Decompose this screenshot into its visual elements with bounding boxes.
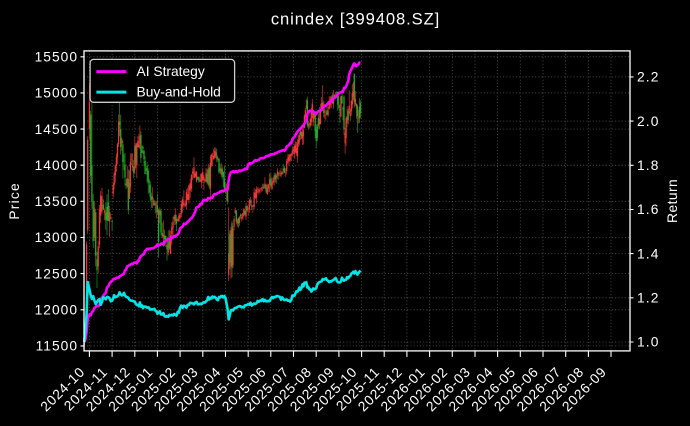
svg-text:11500: 11500	[36, 339, 78, 354]
svg-text:13000: 13000	[35, 230, 78, 245]
svg-text:AI Strategy: AI Strategy	[137, 64, 205, 79]
svg-text:14000: 14000	[35, 158, 78, 173]
svg-text:13500: 13500	[35, 194, 78, 209]
svg-text:1.4: 1.4	[637, 246, 659, 261]
svg-text:Buy-and-Hold: Buy-and-Hold	[137, 85, 221, 100]
svg-text:12500: 12500	[35, 266, 78, 281]
svg-text:12000: 12000	[35, 303, 78, 318]
svg-text:14500: 14500	[35, 122, 78, 137]
svg-text:1.0: 1.0	[637, 335, 659, 350]
svg-text:15000: 15000	[35, 86, 78, 101]
svg-text:15500: 15500	[35, 50, 78, 65]
svg-text:2.0: 2.0	[637, 114, 659, 129]
svg-text:Price: Price	[7, 182, 22, 219]
svg-text:Return: Return	[665, 179, 680, 223]
svg-text:1.6: 1.6	[637, 202, 659, 217]
svg-text:1.2: 1.2	[637, 291, 659, 306]
svg-text:1.8: 1.8	[637, 158, 659, 173]
svg-text:2.2: 2.2	[637, 70, 659, 85]
svg-text:cnindex [399408.SZ]: cnindex [399408.SZ]	[271, 10, 440, 29]
